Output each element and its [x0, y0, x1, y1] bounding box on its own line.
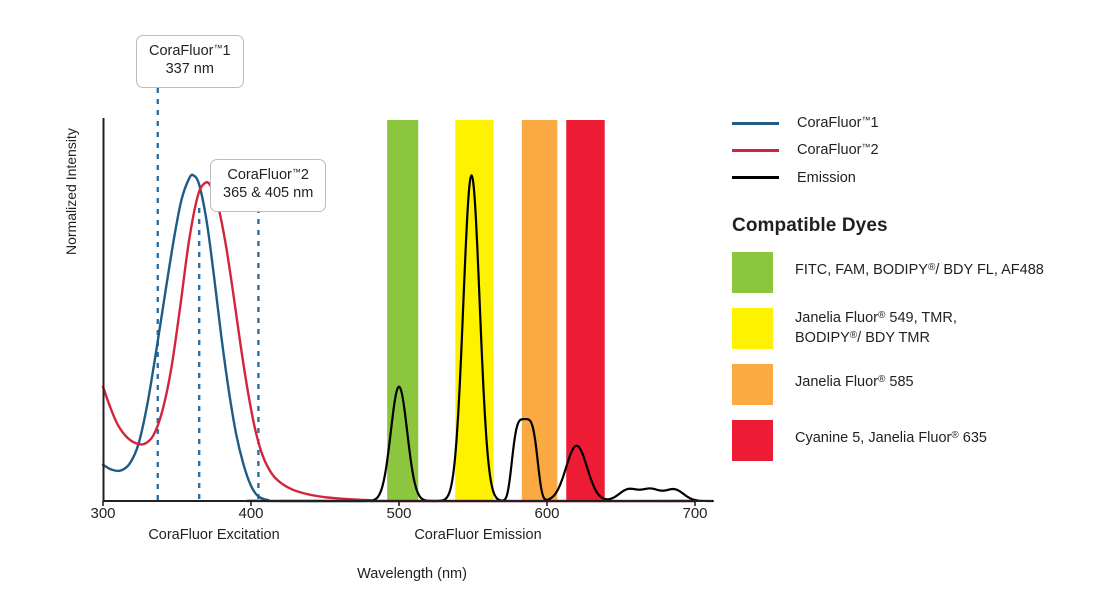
callout-corafluor2-line2: 365 & 405 nm: [223, 185, 314, 202]
callout-corafluor2-line1: CoraFluor™2: [227, 167, 309, 184]
region-label-excitation: CoraFluor Excitation: [148, 527, 280, 543]
dye-row[interactable]: Janelia Fluor® 549, TMR, BODIPY®/ BDY TMR: [732, 308, 1102, 349]
curve-corafluor2: [101, 181, 697, 503]
x-tick-label-700: 700: [682, 505, 708, 522]
excitation-marker-lines: [156, 88, 260, 501]
red-band: [566, 120, 605, 501]
dye-color-swatch: [732, 420, 773, 461]
dye-color-swatch: [732, 308, 773, 349]
callout-corafluor1-line1: CoraFluor™1: [149, 43, 231, 60]
legend-line-swatch: [732, 149, 779, 152]
dye-label: Janelia Fluor® 549, TMR, BODIPY®/ BDY TMR: [795, 310, 957, 346]
region-label-emission: CoraFluor Emission: [414, 527, 542, 543]
x-axis-ticks: [102, 501, 696, 506]
legend-panel: CoraFluor™1 CoraFluor™2 Emission Compatibl…: [732, 110, 1102, 461]
callout-corafluor1-line2: 337 nm: [165, 61, 214, 78]
dye-label: FITC, FAM, BODIPY®/ BDY FL, AF488: [795, 262, 1044, 278]
dye-color-swatch: [732, 252, 773, 293]
callout-corafluor1: CoraFluor™1 337 nm: [136, 35, 244, 88]
legend-item-corafluor2[interactable]: CoraFluor™2: [732, 137, 1102, 164]
orange-band: [521, 120, 558, 501]
x-tick-label-400: 400: [238, 505, 264, 522]
dye-label: Cyanine 5, Janelia Fluor® 635: [795, 430, 987, 446]
x-tick-label-500: 500: [386, 505, 412, 522]
trademark-symbol: ™: [291, 167, 301, 177]
compatible-dyes-title: Compatible Dyes: [732, 215, 888, 236]
legend-line-label: Emission: [797, 169, 856, 186]
curve-emission: [279, 174, 714, 503]
registered-symbol: ®: [927, 262, 936, 273]
compatible-dyes-list: FITC, FAM, BODIPY®/ BDY FL, AF488 Janelia…: [732, 252, 1102, 461]
dye-row[interactable]: FITC, FAM, BODIPY®/ BDY FL, AF488: [732, 252, 1102, 293]
registered-symbol: ®: [878, 310, 886, 321]
legend-item-emission[interactable]: Emission: [732, 164, 1102, 191]
dye-row[interactable]: Janelia Fluor® 585: [732, 364, 1102, 405]
dye-label: Janelia Fluor® 585: [795, 374, 914, 390]
x-tick-label-600: 600: [534, 505, 560, 522]
dye-row[interactable]: Cyanine 5, Janelia Fluor® 635: [732, 420, 1102, 461]
green-band: [387, 120, 419, 501]
spectra-plot: [101, 88, 714, 506]
legend-line-swatch: [732, 176, 779, 179]
trademark-symbol: ™: [213, 43, 223, 53]
legend-line-label: CoraFluor™1: [797, 115, 879, 132]
registered-symbol: ®: [849, 329, 858, 341]
dye-color-swatch: [732, 364, 773, 405]
trademark-symbol: ™: [861, 142, 871, 153]
series-legend: CoraFluor™1 CoraFluor™2 Emission: [732, 110, 1102, 191]
x-tick-label-300: 300: [90, 505, 116, 522]
legend-line-label: CoraFluor™2: [797, 142, 879, 159]
yellow-band: [455, 120, 494, 501]
callout-corafluor2: CoraFluor™2 365 & 405 nm: [210, 159, 327, 212]
registered-symbol: ®: [951, 430, 959, 441]
trademark-symbol: ™: [861, 115, 871, 126]
x-axis-title: Wavelength (nm): [357, 566, 467, 582]
legend-line-swatch: [732, 122, 779, 125]
legend-item-corafluor1[interactable]: CoraFluor™1: [732, 110, 1102, 137]
registered-symbol: ®: [878, 374, 886, 385]
y-axis-title: Normalized Intensity: [63, 128, 79, 255]
compatible-dye-bands: [387, 120, 605, 501]
